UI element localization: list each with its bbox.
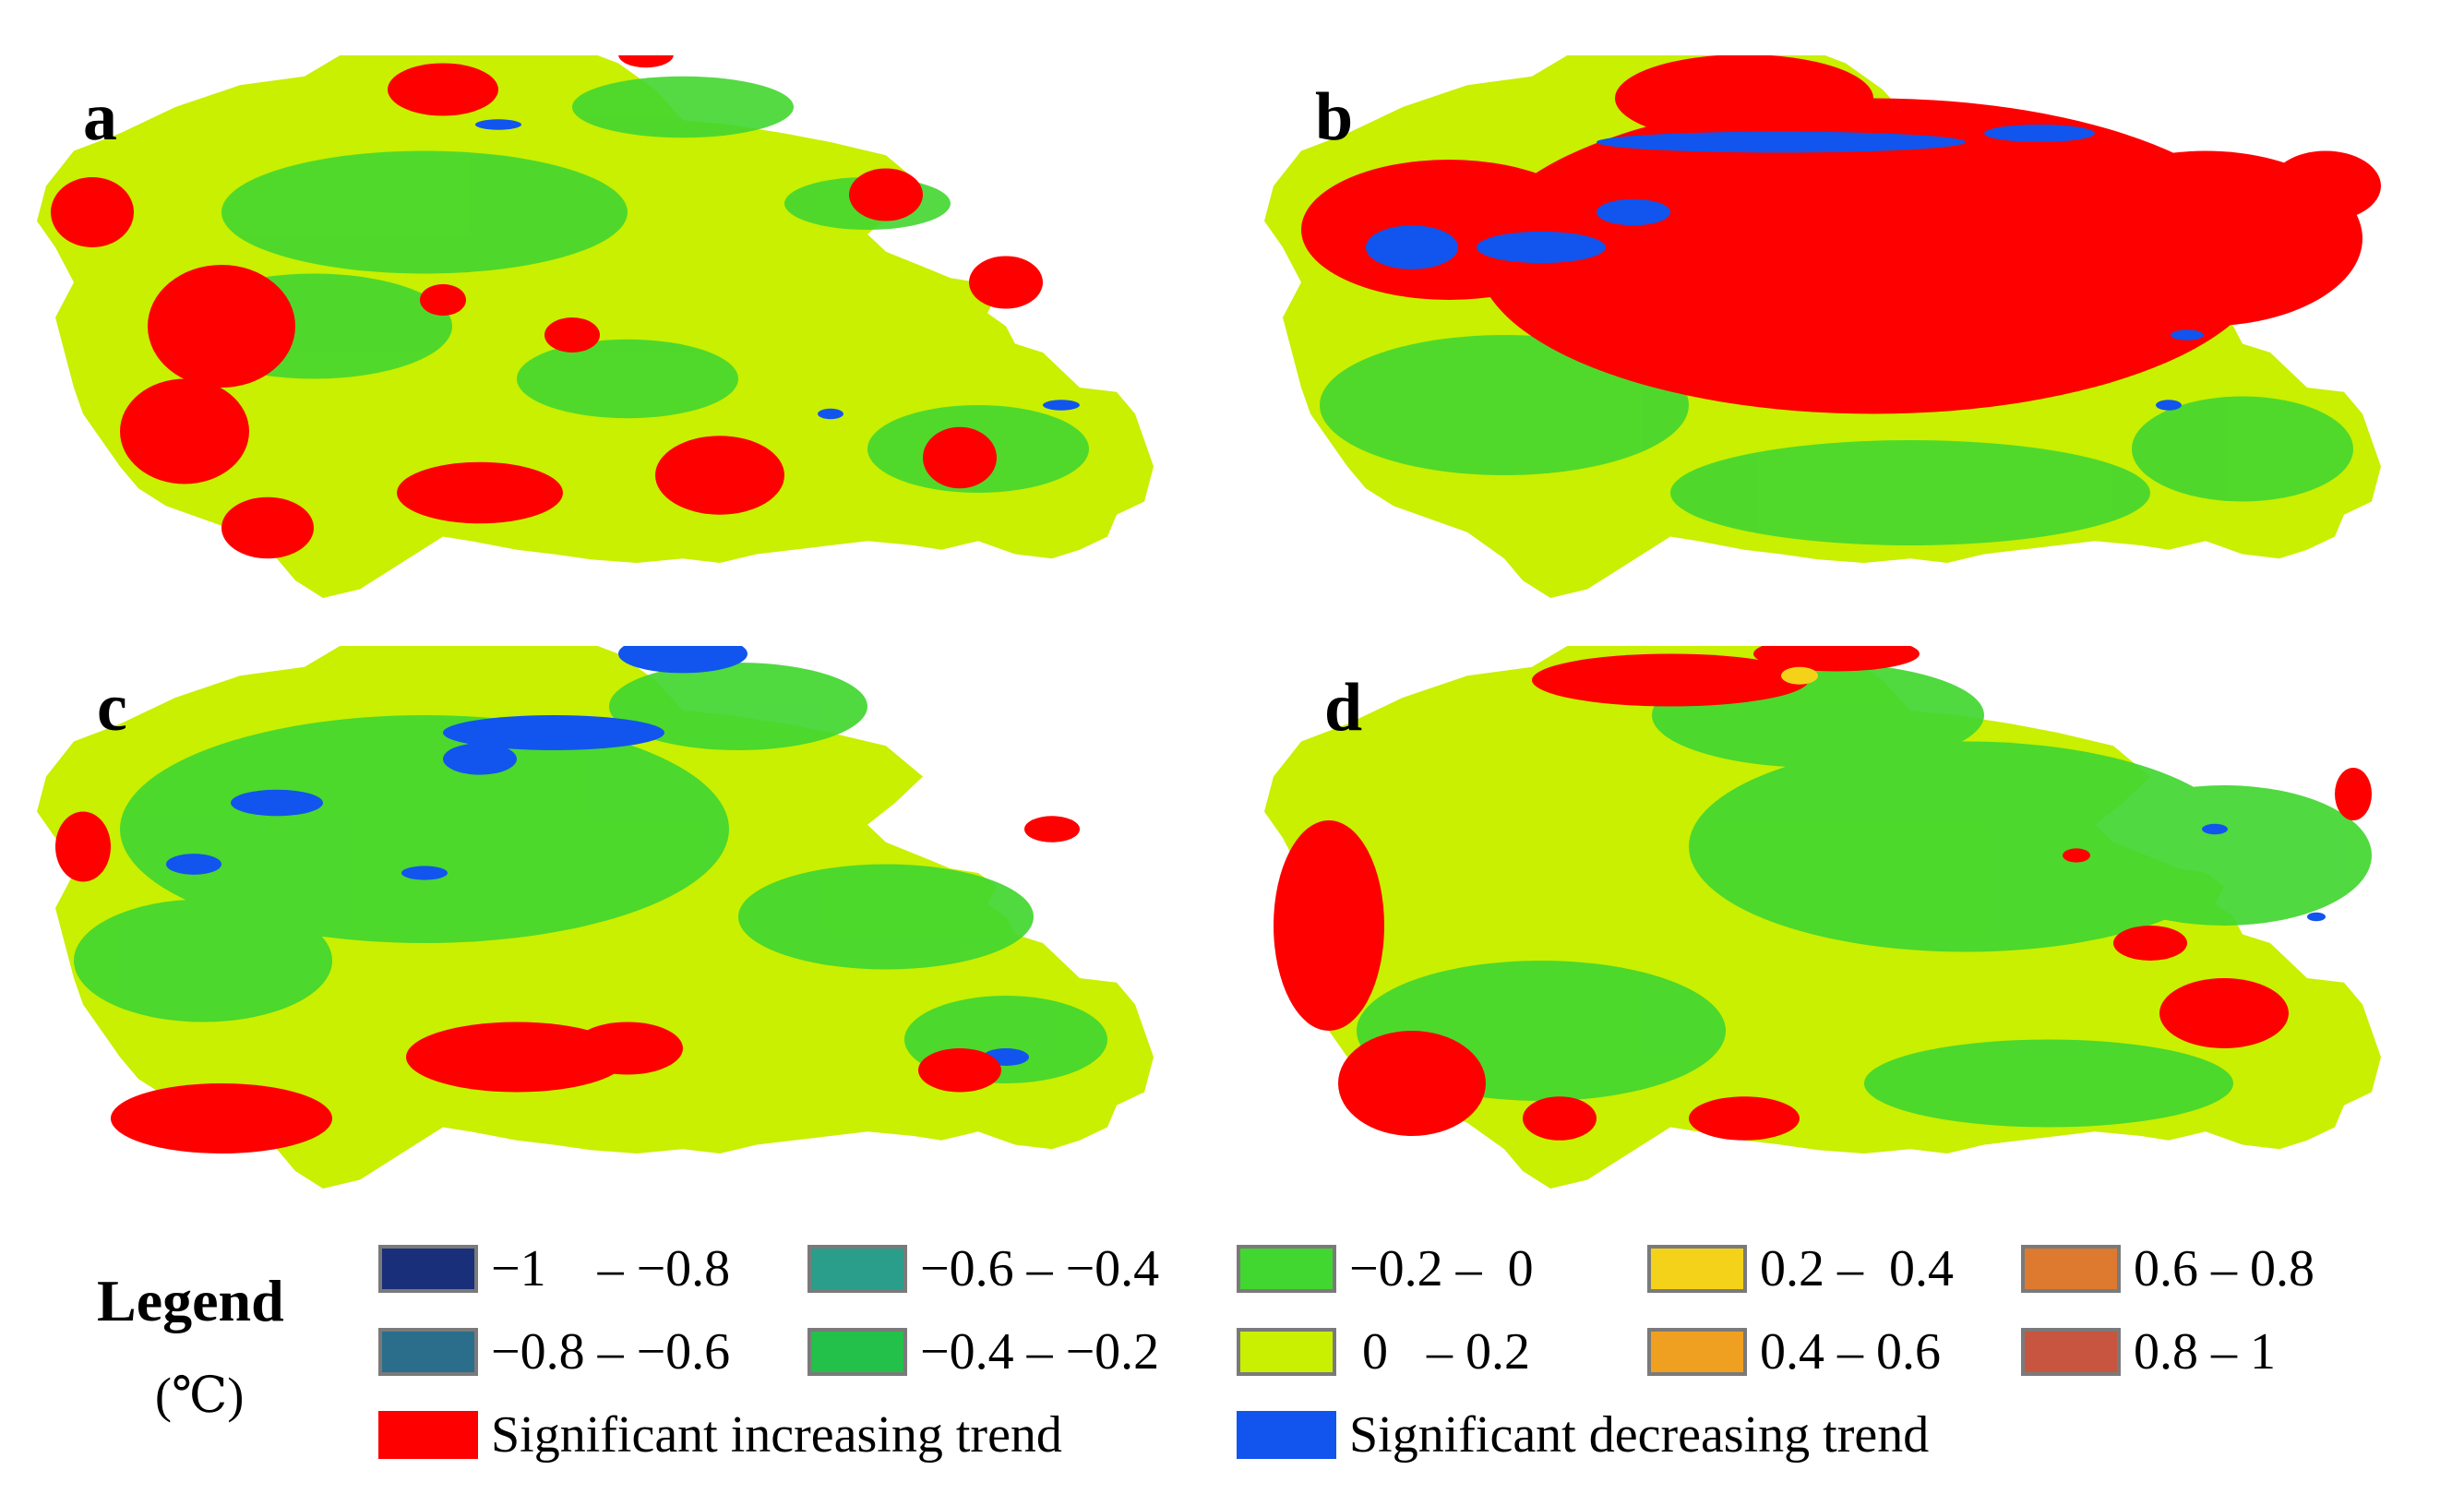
map-b	[1264, 55, 2381, 598]
legend-label-significant-increase: Significant increasing trend	[491, 1406, 1062, 1464]
legend-class-label: 0.2 – 0.4	[1760, 1240, 1954, 1297]
legend-class-item: 0.2 – 0.4	[1647, 1241, 1954, 1297]
panel-label-c: c	[97, 670, 127, 746]
map-c	[37, 646, 1154, 1189]
panel-label-b: b	[1315, 79, 1354, 155]
legend-swatch	[1647, 1328, 1747, 1376]
legend-swatch	[2021, 1328, 2121, 1376]
legend-swatch	[807, 1245, 907, 1293]
map-panel-b: b	[1264, 55, 2464, 609]
legend-title: Legend	[97, 1268, 284, 1333]
legend-swatch-significant-decrease	[1237, 1411, 1336, 1459]
map-panel-c: c	[37, 646, 1255, 1200]
legend-class-label: −0.8 – −0.6	[491, 1323, 731, 1380]
legend-significant-increase: Significant increasing trend	[378, 1407, 1062, 1463]
map-panel-a: a	[37, 55, 1255, 609]
legend-class-label: 0 – 0.2	[1349, 1323, 1530, 1380]
map-d	[1264, 646, 2381, 1189]
legend-class-item: 0.6 – 0.8	[2021, 1241, 2314, 1297]
legend-class-item: −0.4 – −0.2	[807, 1324, 1159, 1380]
legend-swatch	[378, 1245, 478, 1293]
legend-unit: (℃)	[155, 1368, 245, 1423]
legend-class-item: 0 – 0.2	[1237, 1324, 1530, 1380]
legend-class-label: 0.6 – 0.8	[2134, 1240, 2314, 1297]
legend-class-item: −0.6 – −0.4	[807, 1241, 1159, 1297]
legend-class-label: 0.8 – 1	[2134, 1323, 2276, 1380]
legend-class-label: 0.4 – 0.6	[1760, 1323, 1941, 1380]
legend-class-item: 0.4 – 0.6	[1647, 1324, 1941, 1380]
legend-swatch	[1237, 1328, 1336, 1376]
legend-class-item: 0.8 – 1	[2021, 1324, 2276, 1380]
legend-class-label: −1 – −0.8	[491, 1240, 731, 1297]
legend-swatch	[2021, 1245, 2121, 1293]
legend-label-significant-decrease: Significant decreasing trend	[1349, 1406, 1930, 1464]
legend-class-item: −0.8 – −0.6	[378, 1324, 730, 1380]
legend-class-item: −0.2 – 0	[1237, 1241, 1534, 1297]
legend-swatch	[1237, 1245, 1336, 1293]
legend-class-label: −0.6 – −0.4	[920, 1240, 1160, 1297]
legend-class-label: −0.2 – 0	[1349, 1240, 1534, 1297]
panel-label-a: a	[83, 79, 117, 155]
panel-label-d: d	[1324, 670, 1363, 746]
map-panel-d: d	[1264, 646, 2464, 1200]
legend-swatch	[1647, 1245, 1747, 1293]
legend-swatch	[378, 1328, 478, 1376]
legend-class-label: −0.4 – −0.2	[920, 1323, 1160, 1380]
map-a	[37, 55, 1154, 598]
legend-swatch-significant-increase	[378, 1411, 478, 1459]
legend-significant-decrease: Significant decreasing trend	[1237, 1407, 1929, 1463]
legend-swatch	[807, 1328, 907, 1376]
legend-class-item: −1 – −0.8	[378, 1241, 730, 1297]
